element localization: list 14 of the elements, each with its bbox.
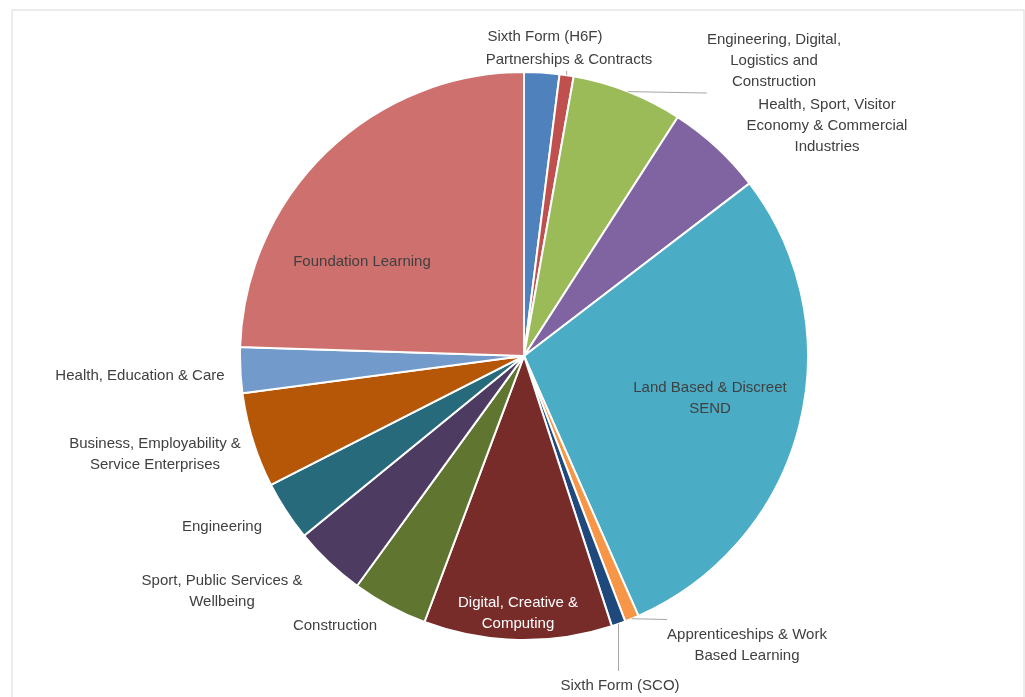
slice-label: Foundation Learning [293,251,431,269]
slice-label: Construction [292,615,378,633]
slice-label: Digital, Creative & Computing [457,592,579,630]
slice-label: Land Based & Discreet SEND [633,377,788,415]
slice-label: Health, Education & Care [55,365,225,383]
slice-label: Sport, Public Services & Wellbeing [141,570,303,608]
slice-label: Sixth Form (H6F) [487,26,603,44]
slice-label: Sixth Form (SCO) [560,675,680,693]
slice-label: Engineering [181,516,263,534]
slice-label: Partnerships & Contracts [485,49,653,67]
slice-label: Health, Sport, Visitor Economy & Commercial Industries [746,94,908,154]
slice-label: Engineering, Digital, Logistics and Construction [706,29,842,89]
slice-label: Apprenticeships & Work Based Learning [667,624,828,662]
slice-label: Business, Employability & Service Enterprises [69,433,241,471]
